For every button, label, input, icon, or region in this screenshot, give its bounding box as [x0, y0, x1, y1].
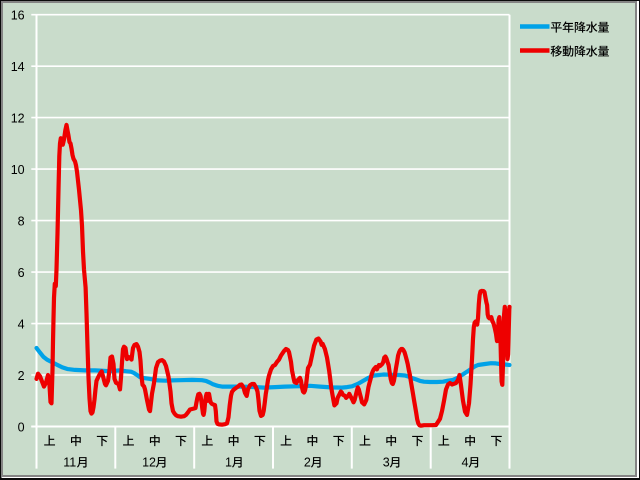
svg-text:12: 12 — [11, 112, 25, 126]
svg-text:11: 11 — [63, 455, 76, 469]
svg-text:2: 2 — [18, 369, 25, 383]
svg-text:8: 8 — [18, 215, 25, 229]
svg-text:4: 4 — [462, 455, 469, 469]
svg-text:16: 16 — [11, 9, 25, 23]
svg-text:6: 6 — [18, 266, 25, 280]
svg-text:2: 2 — [304, 455, 311, 469]
svg-text:10: 10 — [11, 163, 25, 177]
svg-text:12: 12 — [142, 455, 156, 469]
svg-text:1: 1 — [225, 455, 232, 469]
svg-text:14: 14 — [11, 60, 25, 74]
svg-text:3: 3 — [383, 455, 390, 469]
svg-text:0: 0 — [18, 421, 25, 435]
svg-text:4: 4 — [18, 318, 25, 332]
